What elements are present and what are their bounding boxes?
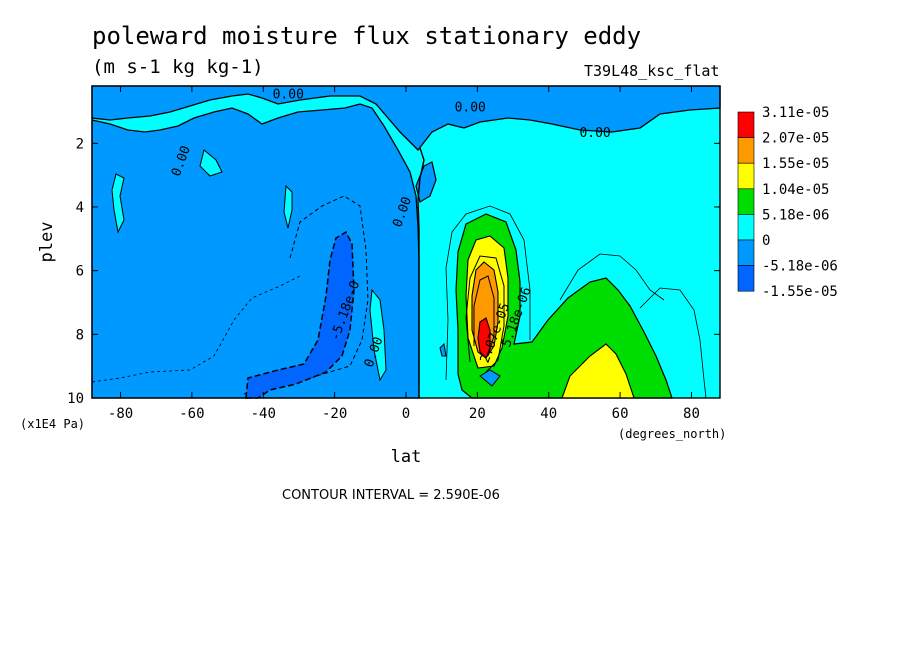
x-tick-label-3: -20 bbox=[322, 406, 347, 422]
x-tick-label-6: 40 bbox=[540, 406, 557, 422]
legend-swatch-2 bbox=[737, 162, 755, 190]
y-tick-label-2: 6 bbox=[76, 264, 84, 280]
negative-cell-base bbox=[479, 369, 501, 387]
y-axis: 2 4 6 8 10 bbox=[67, 136, 720, 407]
contour-core-1 bbox=[465, 255, 505, 373]
legend-label-4: 5.18e-06 bbox=[762, 207, 829, 223]
negative-region-strong bbox=[245, 230, 355, 399]
x-axis-label: lat bbox=[391, 447, 422, 467]
y-tick-label-1: 4 bbox=[76, 200, 84, 216]
y-axis-label: plev bbox=[37, 222, 57, 263]
x-tick-label-2: -40 bbox=[251, 406, 276, 422]
positive-region-red bbox=[477, 317, 491, 359]
contour-thin-1 bbox=[445, 205, 531, 381]
color-legend: 3.11e-05 2.07e-05 1.55e-05 1.04e-05 5.18e-06… bbox=[737, 105, 838, 300]
contour-interval: CONTOUR INTERVAL = 2.590E-06 bbox=[282, 488, 500, 503]
x-tick-label-1: -60 bbox=[179, 406, 204, 422]
contour-thin-neg bbox=[91, 275, 301, 383]
x-tick-label-8: 80 bbox=[683, 406, 700, 422]
island-1 bbox=[111, 173, 125, 234]
contour-thin-3 bbox=[559, 253, 665, 301]
legend-label-2: 1.55e-05 bbox=[762, 156, 829, 172]
legend-swatch-1 bbox=[737, 137, 755, 164]
negative-region-top bbox=[91, 85, 721, 151]
x-tick-label-7: 60 bbox=[612, 406, 629, 422]
positive-region-yellow-2 bbox=[561, 343, 635, 399]
island-3 bbox=[369, 288, 387, 382]
negative-cell-equator bbox=[415, 161, 437, 203]
island-2 bbox=[283, 184, 293, 229]
contour-label-2: 0.00 bbox=[579, 126, 610, 141]
plot-area bbox=[91, 85, 721, 399]
dataset-label: T39L48_ksc_flat bbox=[584, 62, 720, 80]
island-4 bbox=[199, 149, 223, 177]
y-tick-label-3: 8 bbox=[76, 327, 84, 343]
legend-swatch-5 bbox=[737, 239, 755, 266]
chart-subtitle: (m s-1 kg kg-1) bbox=[92, 56, 264, 78]
x-tick-label-0: -80 bbox=[108, 406, 133, 422]
legend-label-7: -1.55e-05 bbox=[762, 284, 838, 300]
x-axis: -80 -60 -40 -20 0 20 40 60 80 bbox=[108, 86, 700, 422]
legend-label-6: -5.18e-06 bbox=[762, 259, 838, 275]
positive-region-green bbox=[455, 213, 673, 399]
negative-cell-small bbox=[439, 342, 447, 357]
legend-swatch-3 bbox=[737, 188, 755, 215]
legend-swatch-6 bbox=[737, 265, 755, 292]
legend-label-5: 0 bbox=[762, 233, 770, 249]
x-tick-label-5: 20 bbox=[469, 406, 486, 422]
contour-thin-2 bbox=[639, 287, 707, 399]
legend-label-1: 2.07e-05 bbox=[762, 131, 829, 147]
x-tick-label-4: 0 bbox=[402, 406, 410, 422]
legend-swatch-0 bbox=[737, 111, 755, 138]
legend-label-0: 3.11e-05 bbox=[762, 105, 829, 121]
y-axis-units: (x1E4 Pa) bbox=[20, 417, 85, 431]
legend-label-3: 1.04e-05 bbox=[762, 182, 829, 198]
x-axis-units: (degrees_north) bbox=[618, 427, 726, 441]
legend-swatch-4 bbox=[737, 214, 755, 241]
zero-contour-equator bbox=[417, 147, 425, 398]
contour-label-1: 0.00 bbox=[455, 100, 486, 115]
y-tick-label-0: 2 bbox=[76, 136, 84, 152]
chart-title: poleward moisture flux stationary eddy bbox=[92, 22, 642, 50]
y-tick-label-4: 10 bbox=[67, 391, 84, 407]
contour-label-0: 0.00 bbox=[273, 88, 304, 103]
contour-core-2 bbox=[473, 275, 495, 357]
